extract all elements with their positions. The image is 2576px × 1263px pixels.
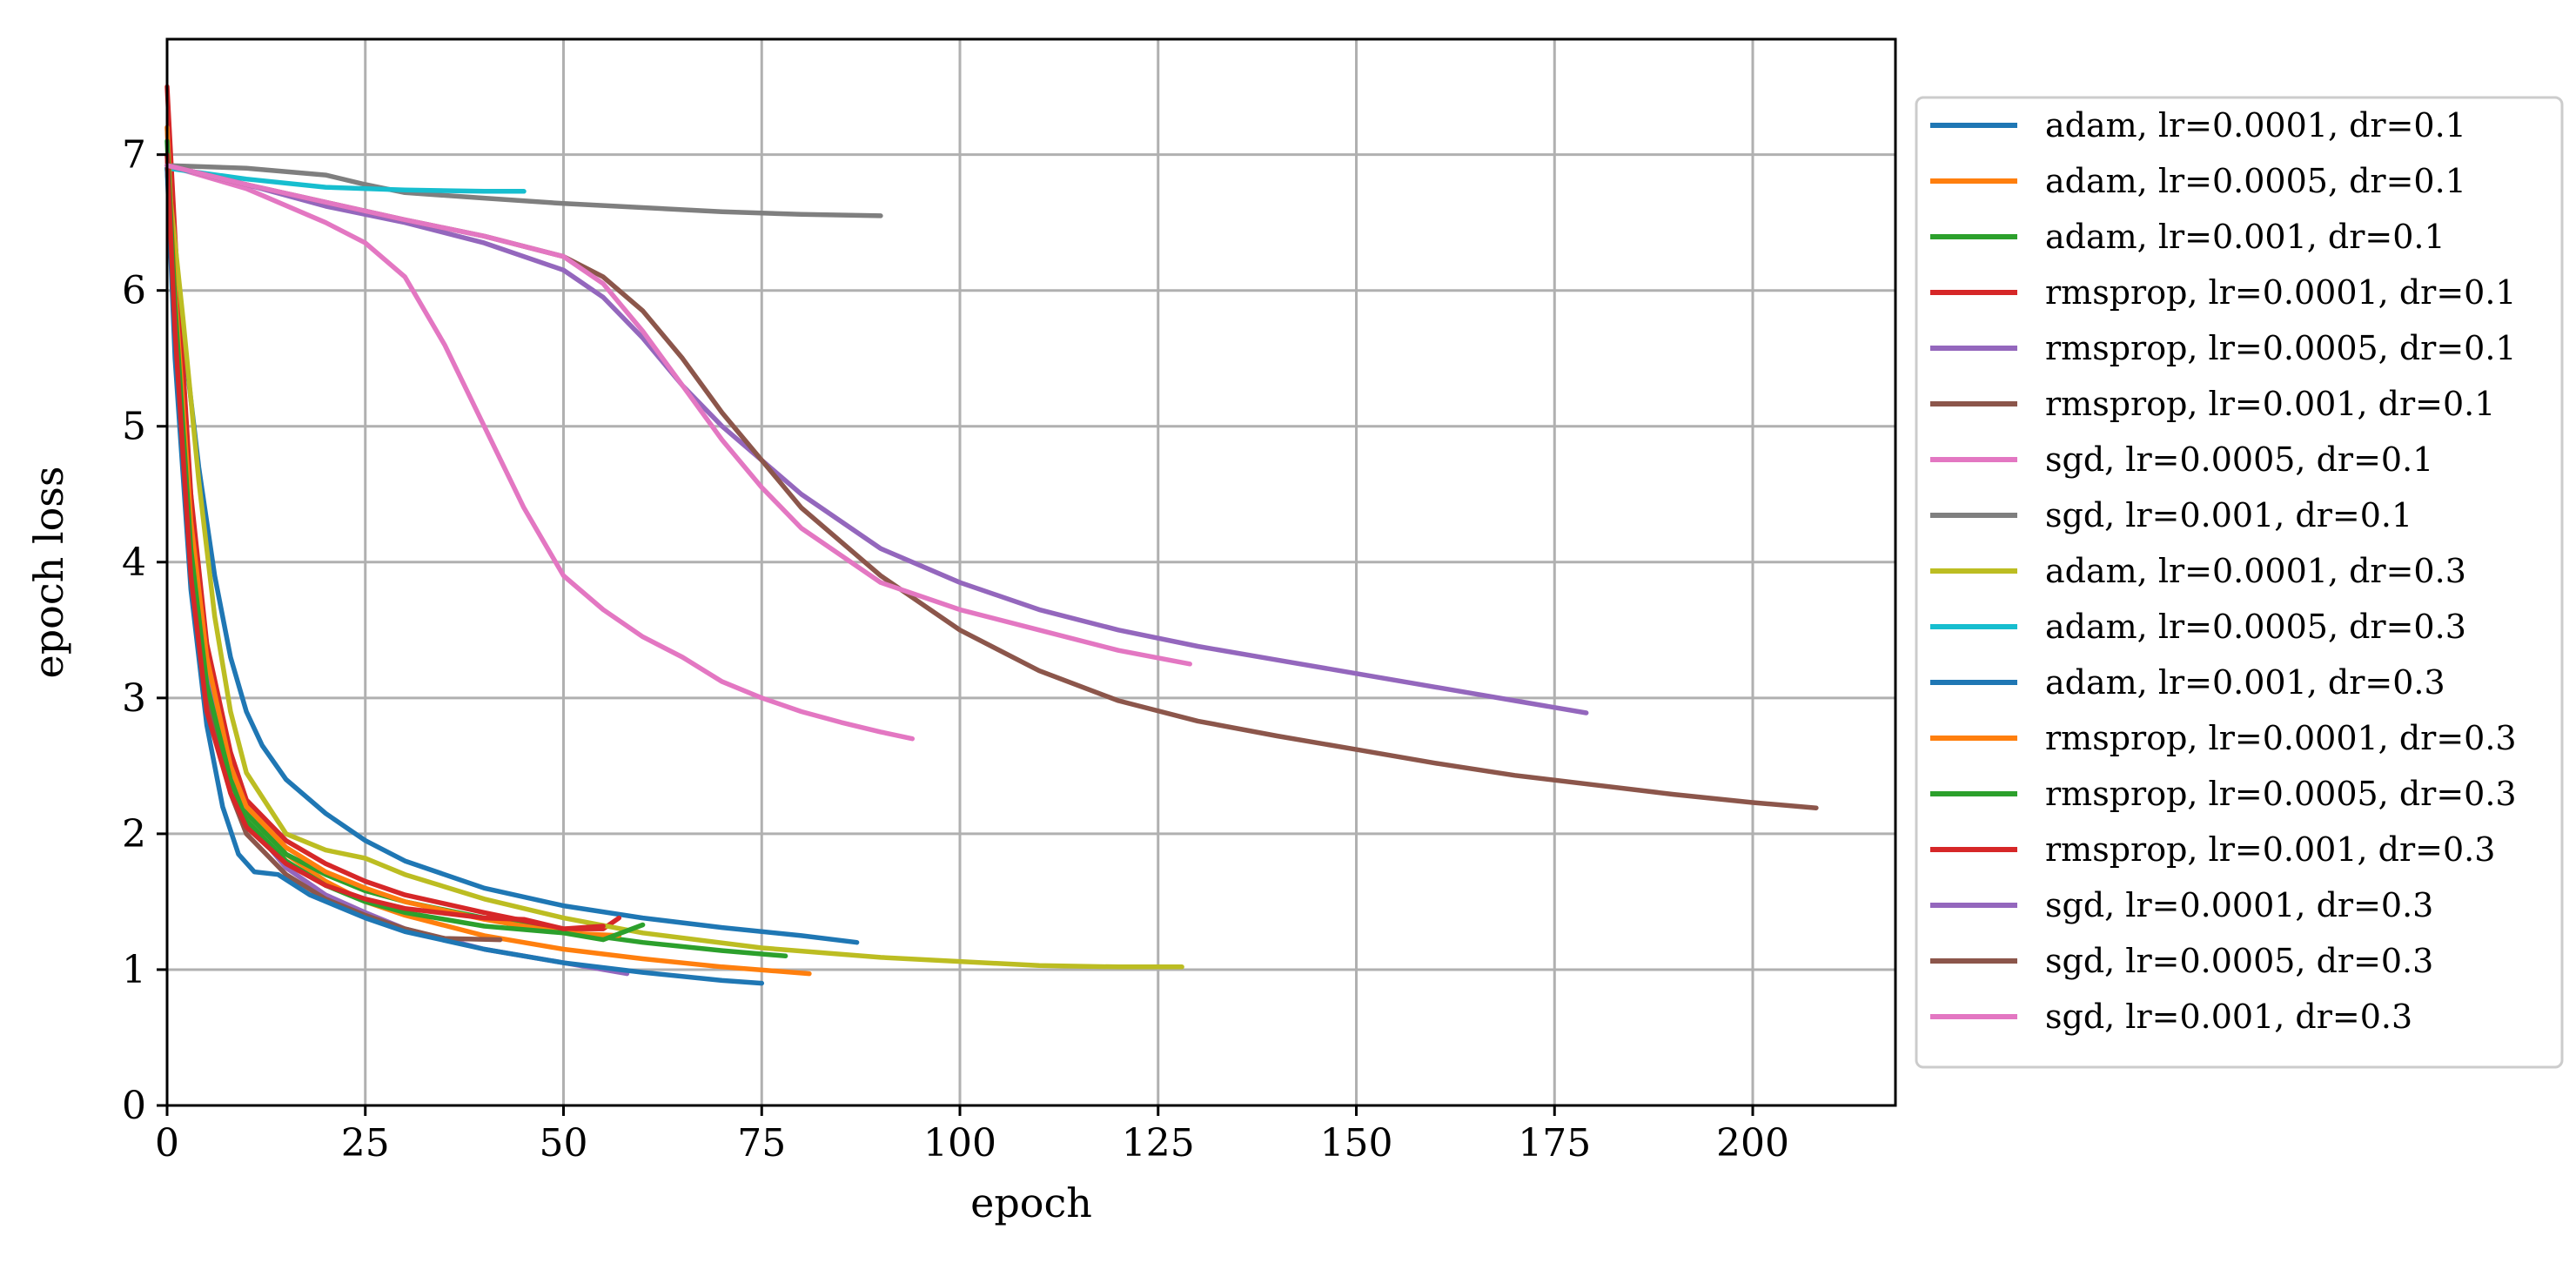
x-tick-label: 0 [155,1121,179,1166]
legend-items: adam, lr=0.0001, dr=0.1 adam, lr=0.0005, … [1930,106,2517,1036]
legend-box [1915,96,2564,1069]
y-tick-label: 5 [122,405,146,449]
legend-label: sgd, lr=0.0005, dr=0.3 [2045,942,2433,980]
legend-label: rmsprop, lr=0.0001, dr=0.3 [2045,719,2517,757]
legend-entry: adam, lr=0.001, dr=0.3 [1930,663,2445,702]
legend-label: sgd, lr=0.001, dr=0.1 [2045,496,2412,534]
legend-entry: adam, lr=0.0005, dr=0.3 [1930,608,2466,646]
legend-label: rmsprop, lr=0.0005, dr=0.3 [2045,775,2517,813]
legend-label: sgd, lr=0.0005, dr=0.1 [2045,440,2433,479]
legend-entry: rmsprop, lr=0.001, dr=0.1 [1930,385,2495,423]
legend-entry: adam, lr=0.0001, dr=0.3 [1930,552,2466,590]
x-tick-label: 125 [1122,1121,1195,1166]
legend-entry: sgd, lr=0.001, dr=0.1 [1930,496,2412,534]
legend-label: rmsprop, lr=0.0001, dr=0.1 [2045,273,2517,312]
series-line-9 [164,165,1184,970]
y-tick-label: 6 [122,269,146,313]
legend-label: adam, lr=0.0005, dr=0.3 [2045,608,2466,646]
x-tick-label: 100 [923,1121,996,1166]
y-tick-label: 1 [122,948,146,992]
legend-entry: adam, lr=0.001, dr=0.1 [1930,218,2445,256]
legend-entry: sgd, lr=0.0005, dr=0.3 [1930,942,2433,980]
legend-entry: adam, lr=0.0001, dr=0.1 [1930,106,2466,144]
legend-label: rmsprop, lr=0.001, dr=0.1 [2045,385,2495,423]
y-axis-ticks: 0 1 2 3 4 5 6 7 [122,133,167,1128]
legend-entry: rmsprop, lr=0.001, dr=0.3 [1930,830,2495,869]
x-axis-ticks: 0 25 50 75 100 125 150 175 200 [155,1105,1789,1166]
y-tick-label: 4 [122,541,146,585]
legend-entry: sgd, lr=0.001, dr=0.3 [1930,998,2412,1036]
series-line-1 [164,165,860,945]
legend-entry: adam, lr=0.0005, dr=0.1 [1930,162,2466,200]
legend-label: sgd, lr=0.001, dr=0.3 [2045,998,2412,1036]
legend: adam, lr=0.0001, dr=0.1 adam, lr=0.0005, … [1915,96,2564,1069]
legend-entry: rmsprop, lr=0.0005, dr=0.1 [1930,329,2517,367]
series-line-15 [164,163,1589,715]
y-tick-label: 7 [122,133,146,178]
series-line-14 [164,151,606,931]
plot-frame [165,37,1897,1107]
series-line-17 [164,163,1192,667]
legend-label: rmsprop, lr=0.0005, dr=0.1 [2045,329,2517,367]
series-line-10 [164,165,527,194]
legend-entry: rmsprop, lr=0.0005, dr=0.3 [1930,775,2517,813]
legend-label: rmsprop, lr=0.001, dr=0.3 [2045,830,2495,869]
x-tick-label: 175 [1518,1121,1591,1166]
legend-label: adam, lr=0.0005, dr=0.1 [2045,162,2466,200]
legend-entry: rmsprop, lr=0.0001, dr=0.3 [1930,719,2517,757]
y-tick-label: 2 [122,812,146,857]
y-tick-label: 0 [122,1084,146,1128]
y-axis-title: epoch loss [25,467,72,679]
series-lines [164,84,1819,986]
y-tick-label: 3 [122,676,146,721]
legend-entry: rmsprop, lr=0.0001, dr=0.1 [1930,273,2517,312]
x-tick-label: 75 [737,1121,786,1166]
legend-label: adam, lr=0.0001, dr=0.1 [2045,106,2466,144]
legend-label: adam, lr=0.0001, dr=0.3 [2045,552,2466,590]
x-tick-label: 50 [540,1121,588,1166]
x-tick-label: 150 [1320,1121,1393,1166]
legend-label: sgd, lr=0.0001, dr=0.3 [2045,886,2433,924]
axes [165,37,1897,1107]
x-axis-title: epoch [970,1179,1092,1226]
legend-label: adam, lr=0.001, dr=0.3 [2045,663,2445,702]
series-line-7 [164,163,916,742]
legend-entry: sgd, lr=0.0005, dr=0.1 [1930,440,2433,479]
x-tick-label: 200 [1716,1121,1789,1166]
legend-entry: sgd, lr=0.0001, dr=0.3 [1930,886,2433,924]
legend-label: adam, lr=0.001, dr=0.1 [2045,218,2445,256]
series-line-8 [164,163,883,218]
x-tick-label: 25 [341,1121,390,1166]
